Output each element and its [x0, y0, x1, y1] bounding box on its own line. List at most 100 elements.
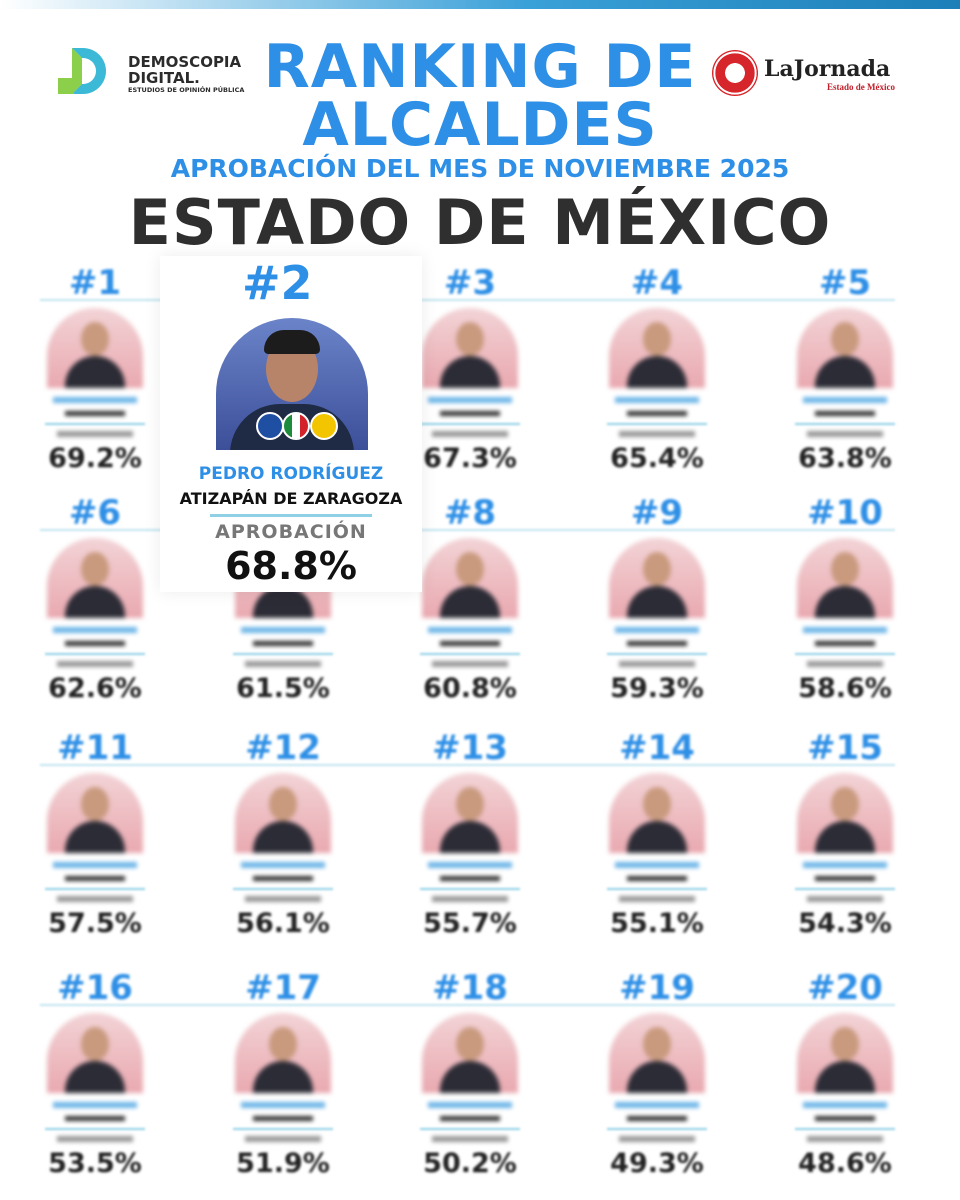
separator — [45, 1128, 145, 1130]
ranking-card: #1 69.2% — [25, 263, 165, 493]
approval: 54.3% — [798, 908, 892, 939]
blurred-label — [619, 661, 695, 667]
municipality: ATIZAPÁN DE ZARAGOZA — [179, 489, 403, 508]
blurred-municipality — [440, 876, 500, 881]
blurred-municipality — [65, 641, 125, 646]
approval: 58.6% — [798, 673, 892, 704]
separator — [607, 888, 707, 890]
photo — [422, 1013, 518, 1093]
blurred-name — [803, 627, 887, 633]
photo-head — [831, 322, 859, 356]
photo-body — [440, 586, 500, 618]
approval: 56.1% — [236, 908, 330, 939]
blurred-label — [245, 896, 321, 902]
photo — [609, 773, 705, 853]
row-line — [40, 764, 895, 766]
photo-body — [65, 586, 125, 618]
blurred-label — [807, 896, 883, 902]
logo-sun — [712, 50, 758, 96]
separator — [45, 423, 145, 425]
photo — [47, 538, 143, 618]
photo-head — [643, 787, 671, 821]
rank: #10 — [807, 493, 883, 533]
separator — [420, 423, 520, 425]
photo — [609, 538, 705, 618]
photo-head — [456, 1027, 484, 1061]
photo-body — [253, 1061, 313, 1093]
ranking-card: #9 59.3% — [587, 493, 727, 723]
photo-head — [81, 1027, 109, 1061]
blurred-name — [428, 627, 512, 633]
approval: 63.8% — [798, 443, 892, 474]
blurred-municipality — [65, 1116, 125, 1121]
photo — [235, 1013, 331, 1093]
photo-head — [81, 787, 109, 821]
blurred-municipality — [627, 641, 687, 646]
approval: 51.9% — [236, 1148, 330, 1179]
photo — [422, 773, 518, 853]
photo — [797, 773, 893, 853]
approval: 65.4% — [610, 443, 704, 474]
photo-head — [831, 552, 859, 586]
photo-body — [815, 586, 875, 618]
ranking-card: #5 63.8% — [775, 263, 915, 493]
rank: #4 — [630, 263, 684, 303]
ranking-card: #4 65.4% — [587, 263, 727, 493]
blurred-name — [615, 862, 699, 868]
photo-body — [627, 356, 687, 388]
demoscopia-logo: DEMOSCOPIA DIGITAL. ESTUDIOS DE OPINIÓN … — [58, 48, 248, 100]
separator — [607, 653, 707, 655]
separator — [233, 1128, 333, 1130]
blurred-municipality — [65, 876, 125, 881]
party-badge — [310, 412, 338, 440]
row-line — [40, 1004, 895, 1006]
photo — [797, 1013, 893, 1093]
photo — [422, 308, 518, 388]
separator — [795, 1128, 895, 1130]
separator — [607, 423, 707, 425]
approval: 60.8% — [423, 673, 517, 704]
approval: 55.7% — [423, 908, 517, 939]
rank: #9 — [630, 493, 684, 533]
photo-head — [81, 552, 109, 586]
jornada-logo: LaJornada Estado de México — [712, 50, 902, 100]
blurred-municipality — [253, 876, 313, 881]
photo — [47, 1013, 143, 1093]
blurred-label — [619, 1136, 695, 1142]
ranking-card: #18 50.2% — [400, 968, 540, 1198]
rank: #1 — [68, 263, 122, 303]
blurred-label — [432, 661, 508, 667]
featured-card: #2 PEDRO RODRÍGUEZ ATIZAPÁN DE ZARAGOZA … — [160, 256, 422, 592]
blurred-label — [807, 431, 883, 437]
photo-head — [456, 787, 484, 821]
partner-tagline: Estado de México — [827, 82, 895, 92]
approval: 55.1% — [610, 908, 704, 939]
blurred-name — [241, 627, 325, 633]
approval: 50.2% — [423, 1148, 517, 1179]
photo-body — [65, 356, 125, 388]
rank: #18 — [432, 968, 508, 1008]
rank: #2 — [242, 256, 313, 310]
approval: 59.3% — [610, 673, 704, 704]
approval: 61.5% — [236, 673, 330, 704]
blurred-municipality — [440, 411, 500, 416]
rank: #3 — [443, 263, 497, 303]
photo-body — [253, 821, 313, 853]
blurred-label — [245, 661, 321, 667]
rank: #20 — [807, 968, 883, 1008]
ranking-card: #15 54.3% — [775, 728, 915, 958]
blurred-municipality — [440, 641, 500, 646]
photo-body — [815, 356, 875, 388]
photo — [609, 308, 705, 388]
approval: 67.3% — [423, 443, 517, 474]
photo-body — [65, 821, 125, 853]
blurred-municipality — [627, 1116, 687, 1121]
rank: #13 — [432, 728, 508, 768]
ranking-card: #17 51.9% — [213, 968, 353, 1198]
party-badge — [256, 412, 284, 440]
rank: #14 — [619, 728, 695, 768]
rank: #6 — [68, 493, 122, 533]
blurred-municipality — [627, 876, 687, 881]
